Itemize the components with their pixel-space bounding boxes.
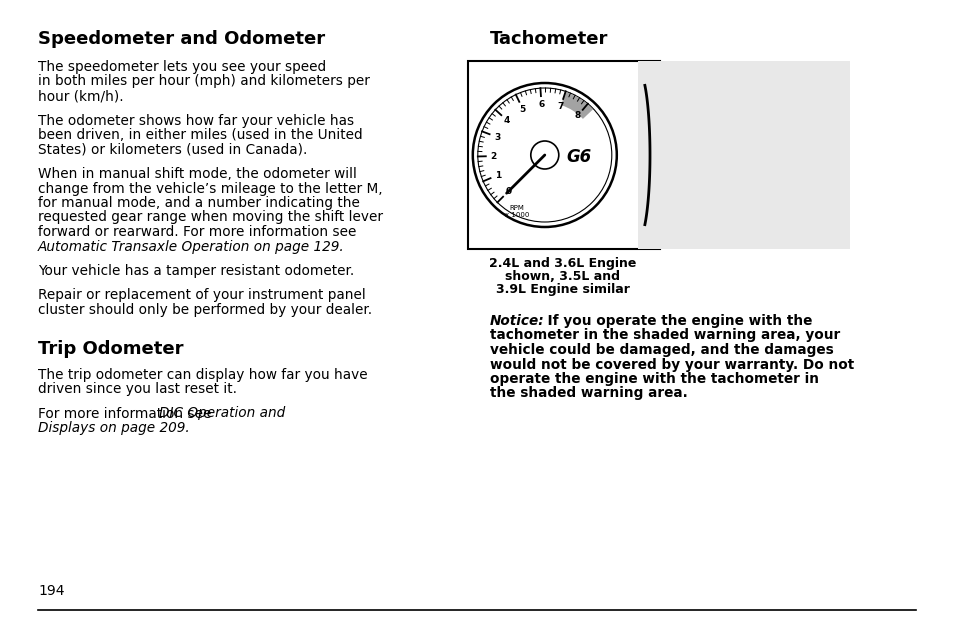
Text: Displays on page 209.: Displays on page 209.: [38, 421, 190, 435]
Text: DIC Operation and: DIC Operation and: [159, 406, 285, 420]
Text: The tachometer shows: The tachometer shows: [673, 69, 829, 83]
Text: shown, 3.5L and: shown, 3.5L and: [505, 270, 619, 283]
Text: would not be covered by your warranty. Do not: would not be covered by your warranty. D…: [490, 357, 853, 371]
Text: operate the engine with the tachometer in: operate the engine with the tachometer i…: [490, 372, 818, 386]
Text: vehicle could be damaged, and the damages: vehicle could be damaged, and the damage…: [490, 343, 833, 357]
Text: for manual mode, and a number indicating the: for manual mode, and a number indicating…: [38, 196, 359, 210]
Text: hour (km/h).: hour (km/h).: [38, 89, 124, 103]
Bar: [468, 61, 659, 249]
Text: The odometer shows how far your vehicle has: The odometer shows how far your vehicle …: [38, 113, 354, 127]
Text: Your vehicle has a tamper resistant odometer.: Your vehicle has a tamper resistant odom…: [38, 264, 354, 278]
Text: Trip Odometer: Trip Odometer: [38, 340, 183, 357]
Bar: [638, 61, 849, 249]
Text: When in manual shift mode, the odometer will: When in manual shift mode, the odometer …: [38, 167, 356, 181]
Text: change from the vehicle’s mileage to the letter M,: change from the vehicle’s mileage to the…: [38, 181, 382, 195]
Text: Speedometer and Odometer: Speedometer and Odometer: [38, 30, 325, 48]
Circle shape: [530, 141, 558, 169]
Text: driven since you last reset it.: driven since you last reset it.: [38, 382, 236, 396]
Text: If you operate the engine with the: If you operate the engine with the: [537, 314, 812, 328]
Text: The trip odometer can display how far you have: The trip odometer can display how far yo…: [38, 368, 367, 382]
Text: requested gear range when moving the shift lever: requested gear range when moving the shi…: [38, 211, 382, 225]
Text: 6: 6: [537, 100, 544, 109]
Text: minute (rpm).: minute (rpm).: [673, 113, 769, 127]
Text: cluster should only be performed by your dealer.: cluster should only be performed by your…: [38, 303, 372, 317]
Text: your engine speed in: your engine speed in: [673, 83, 818, 97]
Text: 8: 8: [574, 111, 580, 120]
Text: The speedometer lets you see your speed: The speedometer lets you see your speed: [38, 60, 326, 74]
Text: States) or kilometers (used in Canada).: States) or kilometers (used in Canada).: [38, 142, 307, 156]
Text: 194: 194: [38, 584, 65, 598]
Text: G6: G6: [566, 148, 592, 166]
Text: 2: 2: [490, 151, 497, 161]
Text: been driven, in either miles (used in the United: been driven, in either miles (used in th…: [38, 128, 362, 142]
Text: 0: 0: [505, 186, 511, 195]
Text: RPM
x 1000: RPM x 1000: [504, 205, 528, 218]
Text: forward or rearward. For more information see: forward or rearward. For more informatio…: [38, 225, 356, 239]
Text: the shaded warning area.: the shaded warning area.: [490, 387, 687, 401]
Text: 3: 3: [494, 132, 499, 142]
Wedge shape: [560, 92, 593, 119]
Text: in both miles per hour (mph) and kilometers per: in both miles per hour (mph) and kilomet…: [38, 74, 370, 88]
Text: Tachometer: Tachometer: [490, 30, 608, 48]
Text: tachometer in the shaded warning area, your: tachometer in the shaded warning area, y…: [490, 329, 840, 343]
Text: Notice:: Notice:: [490, 314, 544, 328]
Text: 3.9L Engine similar: 3.9L Engine similar: [496, 283, 629, 296]
Text: 7: 7: [557, 102, 563, 111]
Text: 1: 1: [495, 170, 500, 179]
Text: 4: 4: [503, 116, 510, 125]
Text: 5: 5: [519, 104, 525, 113]
Text: 2.4L and 3.6L Engine: 2.4L and 3.6L Engine: [489, 257, 636, 270]
Text: For more information see: For more information see: [38, 406, 215, 420]
Text: Repair or replacement of your instrument panel: Repair or replacement of your instrument…: [38, 289, 365, 303]
Text: revolutions per: revolutions per: [673, 98, 777, 112]
Text: Automatic Transaxle Operation on page 129.: Automatic Transaxle Operation on page 12…: [38, 240, 344, 254]
